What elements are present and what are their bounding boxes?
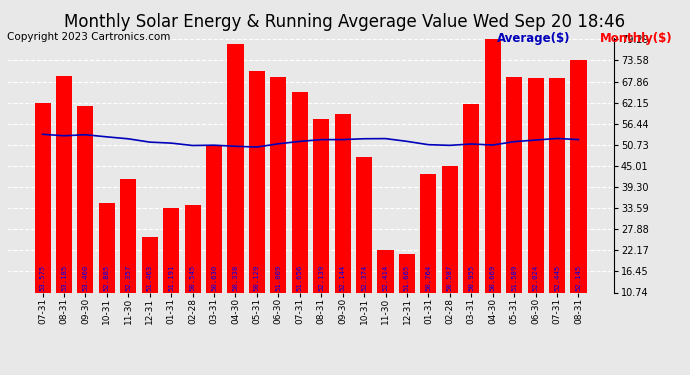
Text: 52.139: 52.139: [318, 264, 324, 291]
Text: 50.764: 50.764: [426, 264, 431, 291]
Text: 51.665: 51.665: [404, 264, 410, 291]
Bar: [571, 60, 586, 292]
Text: Monthly Solar Energy & Running Avgerage Value Wed Sep 20 18:46: Monthly Solar Energy & Running Avgerage …: [64, 13, 626, 31]
Text: 52.885: 52.885: [104, 264, 110, 291]
Bar: [206, 146, 222, 292]
Text: 50.338: 50.338: [233, 264, 239, 291]
Text: 52.144: 52.144: [339, 264, 346, 291]
Bar: [141, 237, 158, 292]
Text: 52.145: 52.145: [575, 264, 582, 291]
Bar: [313, 120, 329, 292]
Bar: [377, 250, 393, 292]
Text: 50.955: 50.955: [469, 264, 474, 291]
Bar: [228, 44, 244, 292]
Bar: [270, 76, 286, 292]
Bar: [56, 76, 72, 292]
Bar: [442, 166, 458, 292]
Bar: [506, 76, 522, 292]
Bar: [77, 106, 93, 292]
Bar: [99, 204, 115, 292]
Bar: [463, 104, 480, 292]
Bar: [528, 78, 544, 292]
Bar: [399, 254, 415, 292]
Text: Average($): Average($): [497, 32, 571, 45]
Text: Copyright 2023 Cartronics.com: Copyright 2023 Cartronics.com: [7, 32, 170, 42]
Text: 50.129: 50.129: [254, 264, 260, 291]
Text: Monthly($): Monthly($): [600, 32, 673, 45]
Text: 50.630: 50.630: [211, 264, 217, 291]
Text: 50.545: 50.545: [190, 264, 195, 291]
Text: 52.374: 52.374: [361, 264, 367, 291]
Bar: [335, 114, 351, 292]
Text: 50.587: 50.587: [447, 264, 453, 291]
Text: 50.669: 50.669: [490, 264, 495, 291]
Bar: [549, 78, 565, 292]
Bar: [484, 39, 501, 292]
Text: 52.024: 52.024: [533, 264, 539, 291]
Text: 51.656: 51.656: [297, 264, 303, 291]
Bar: [34, 103, 50, 292]
Bar: [184, 205, 201, 292]
Bar: [356, 157, 372, 292]
Text: 53.460: 53.460: [82, 264, 88, 291]
Text: 53.185: 53.185: [61, 264, 67, 291]
Text: 53.575: 53.575: [39, 264, 46, 291]
Bar: [120, 178, 137, 292]
Text: 51.009: 51.009: [275, 264, 282, 291]
Text: 51.463: 51.463: [147, 264, 152, 291]
Text: 52.357: 52.357: [126, 264, 131, 291]
Text: 51.191: 51.191: [168, 264, 174, 291]
Bar: [420, 174, 437, 292]
Bar: [292, 92, 308, 292]
Bar: [249, 70, 265, 292]
Text: 51.589: 51.589: [511, 264, 517, 291]
Bar: [163, 208, 179, 292]
Text: 52.414: 52.414: [382, 264, 388, 291]
Text: 52.445: 52.445: [554, 264, 560, 291]
